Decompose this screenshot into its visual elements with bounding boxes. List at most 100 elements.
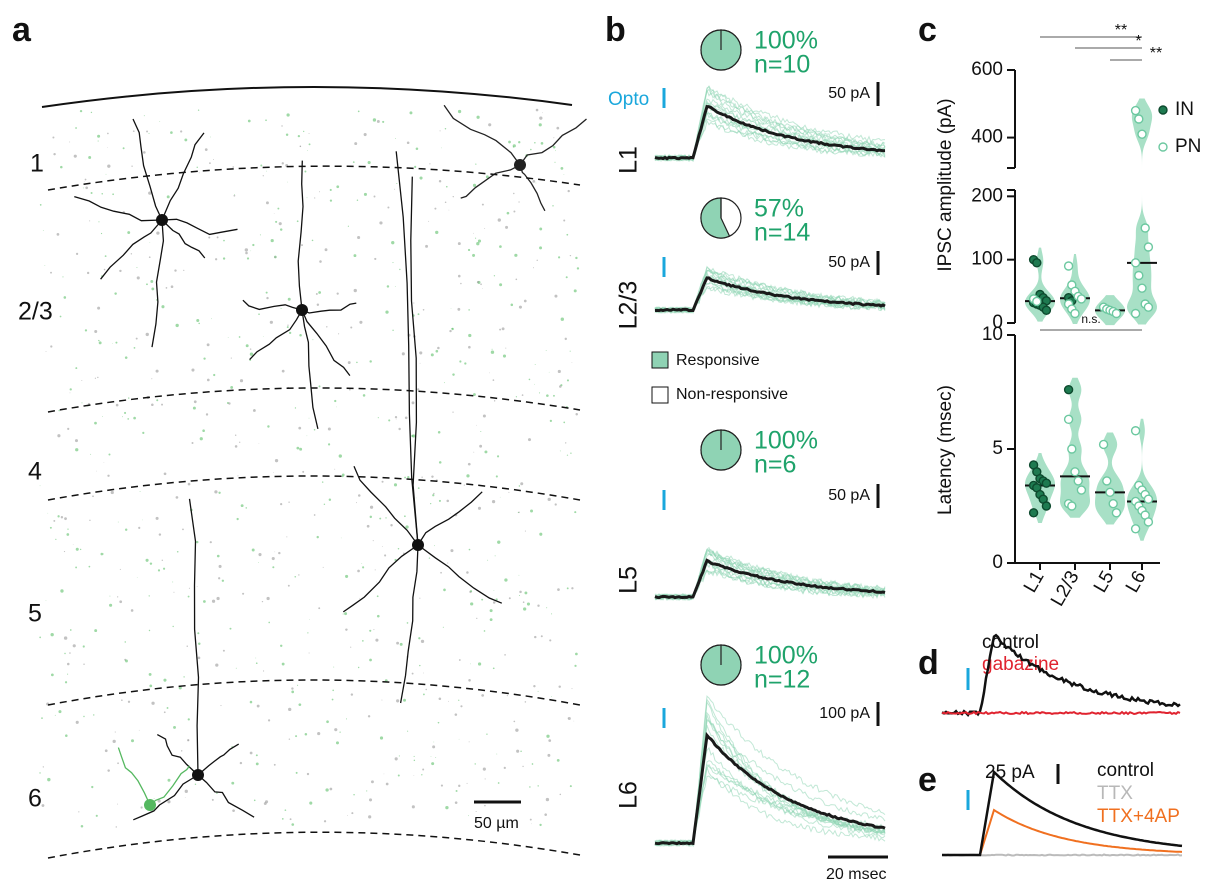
- speckle: [162, 560, 163, 561]
- speckle: [476, 618, 477, 619]
- speckle: [405, 416, 408, 419]
- dendrite: [152, 220, 163, 347]
- speckle: [438, 431, 441, 434]
- speckle: [307, 197, 308, 198]
- speckle: [391, 241, 394, 244]
- speckle: [210, 541, 212, 543]
- speckle: [265, 119, 267, 121]
- speckle: [325, 788, 328, 791]
- dendrite: [133, 119, 162, 220]
- speckle: [417, 388, 419, 390]
- speckle: [551, 613, 552, 614]
- speckle: [237, 518, 239, 520]
- x-tick-label: L5: [1090, 568, 1119, 597]
- speckle: [99, 341, 102, 344]
- speckle: [508, 492, 509, 493]
- speckle: [530, 510, 533, 513]
- speckle: [400, 643, 403, 646]
- speckle: [57, 233, 60, 236]
- speckle: [171, 285, 174, 288]
- speckle: [458, 785, 460, 787]
- dendrite: [118, 748, 150, 805]
- speckle: [222, 580, 224, 582]
- y-tick-label: 0: [992, 552, 1003, 573]
- speckle: [287, 182, 288, 183]
- speckle: [307, 150, 308, 151]
- speckle: [146, 130, 148, 132]
- speckle: [407, 731, 408, 732]
- speckle: [131, 166, 132, 167]
- speckle: [149, 242, 150, 243]
- speckle: [67, 663, 70, 666]
- speckle: [431, 756, 432, 757]
- speckle: [316, 293, 318, 295]
- speckle: [490, 609, 493, 612]
- dendrite: [198, 775, 254, 817]
- speckle: [246, 344, 249, 347]
- speckle: [58, 410, 59, 411]
- speckle: [568, 190, 570, 192]
- speckle: [541, 635, 543, 637]
- speckle: [539, 123, 542, 126]
- speckle: [278, 552, 280, 554]
- speckle: [136, 267, 137, 268]
- speckle: [458, 700, 459, 701]
- speckle: [207, 379, 210, 382]
- speckle: [70, 629, 72, 631]
- speckle: [468, 334, 471, 337]
- speckle: [57, 515, 59, 517]
- speckle: [468, 815, 469, 816]
- speckle: [550, 420, 552, 422]
- speckle: [532, 763, 534, 765]
- speckle: [303, 131, 304, 132]
- speckle: [439, 180, 441, 182]
- speckle: [523, 607, 526, 610]
- speckle: [361, 563, 362, 564]
- speckle: [377, 615, 380, 618]
- speckle: [347, 815, 348, 816]
- speckle: [110, 596, 111, 597]
- speckle: [231, 782, 234, 785]
- speckle: [490, 618, 493, 621]
- data-point: [1109, 500, 1117, 508]
- speckle: [385, 310, 388, 313]
- speckle: [109, 604, 112, 607]
- speckle: [358, 111, 360, 113]
- speckle: [450, 549, 453, 552]
- speckle: [189, 588, 190, 589]
- speckle: [382, 121, 384, 123]
- speckle: [363, 394, 366, 397]
- speckle: [403, 699, 406, 702]
- speckle: [266, 171, 267, 172]
- speckle: [492, 500, 495, 503]
- speckle: [482, 204, 484, 206]
- speckle: [240, 762, 242, 764]
- speckle: [127, 231, 130, 234]
- dendrite: [401, 545, 418, 703]
- speckle: [414, 760, 415, 761]
- speckle: [197, 586, 198, 587]
- speckle: [425, 689, 426, 690]
- speckle: [436, 350, 439, 353]
- speckle: [369, 659, 372, 662]
- speckle: [245, 248, 248, 251]
- speckle: [80, 549, 81, 550]
- speckle: [495, 555, 496, 556]
- speckle: [124, 412, 126, 414]
- speckle: [525, 531, 526, 532]
- speckle: [460, 283, 462, 285]
- speckle: [314, 197, 315, 198]
- speckle: [48, 513, 49, 514]
- speckle: [491, 351, 494, 354]
- speckle: [286, 134, 288, 136]
- speckle: [142, 520, 143, 521]
- speckle: [333, 667, 334, 668]
- data-point: [1144, 243, 1152, 251]
- dendrite: [418, 492, 482, 545]
- speckle: [546, 394, 549, 397]
- trace-label: TTX: [1097, 783, 1133, 804]
- speckle: [530, 819, 532, 821]
- speckle: [574, 511, 576, 513]
- speckle: [121, 699, 123, 701]
- layer-label: 6: [28, 785, 42, 813]
